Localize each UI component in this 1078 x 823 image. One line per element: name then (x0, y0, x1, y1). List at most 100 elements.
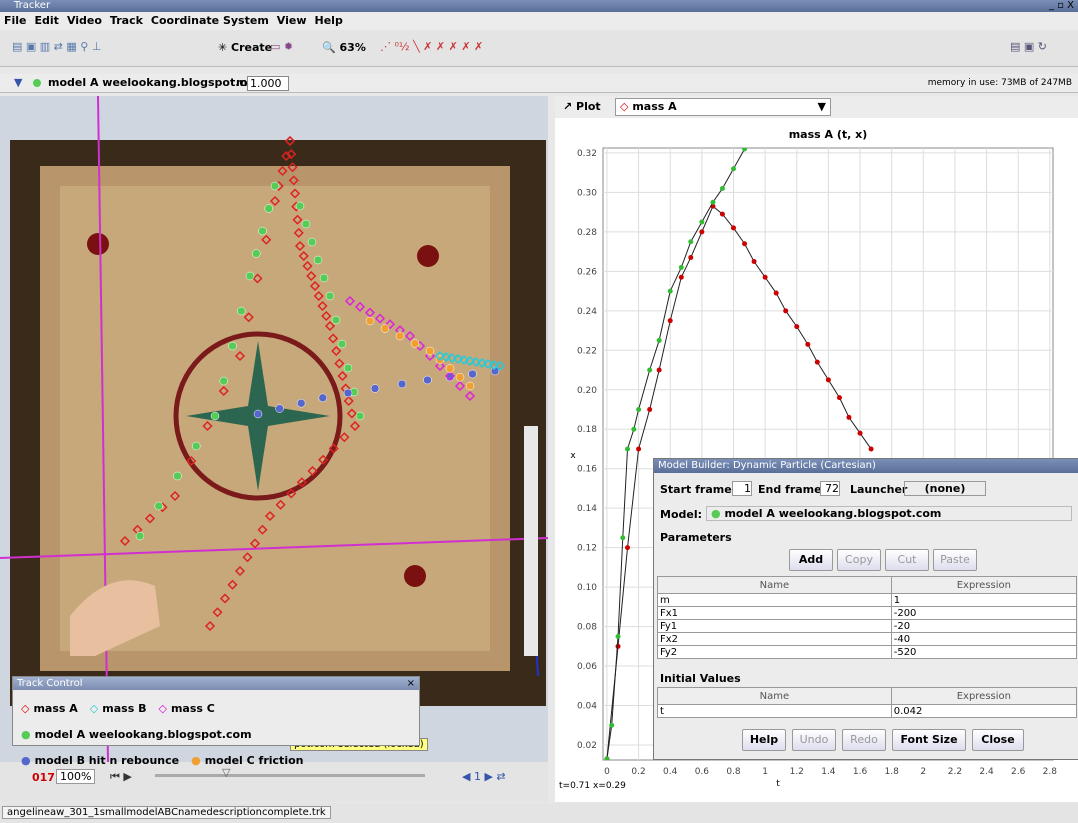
track-item[interactable]: ◇ mass A (21, 696, 78, 722)
parameter-button[interactable]: Cut (885, 549, 929, 571)
table-cell[interactable]: m (657, 593, 892, 607)
plot-track-select[interactable]: ◇ mass A ▼ (615, 98, 831, 116)
data-point (625, 446, 631, 452)
trail-marker (318, 454, 329, 465)
trail-marker (301, 219, 311, 229)
model-name[interactable]: ● model A weelookang.blogspot.com (706, 506, 1072, 521)
file-tab[interactable]: angelineaw_301_1smallmodelABCnamedescrip… (2, 806, 331, 819)
table-cell[interactable]: 0.042 (890, 704, 1078, 718)
trail-marker (289, 188, 301, 199)
track-item[interactable]: ◇ mass B (90, 696, 147, 722)
data-point (730, 166, 736, 172)
start-frame[interactable]: 1 (732, 481, 752, 496)
data-point (625, 545, 631, 551)
dialog-button[interactable]: Help (742, 729, 786, 751)
play-controls[interactable]: ⏮ ▶ (110, 770, 132, 783)
menu-item[interactable]: Help (314, 14, 343, 27)
trail-marker (293, 227, 304, 238)
x-tick-label: 1.2 (790, 767, 804, 777)
table-cell[interactable]: Fy2 (657, 645, 892, 659)
trail-marker (173, 471, 182, 481)
window-title: Tracker (14, 0, 51, 11)
trail-marker (328, 333, 339, 344)
panel-close[interactable]: × (406, 678, 415, 689)
y-tick-label: 0.12 (577, 544, 597, 554)
track-name[interactable]: model A weelookang.blogspot.com (48, 76, 265, 89)
data-point (742, 148, 748, 152)
toolbar-icons[interactable]: ▤ ▣ ▥ ⇄ ▦ ⚲ ⊥ (12, 40, 102, 53)
start-frame-label: Start frame (660, 483, 732, 496)
parameter-button[interactable]: Copy (837, 549, 881, 571)
toolbar-icons[interactable]: ▭ ✹ (270, 40, 294, 53)
create-button[interactable]: ✳ Create (218, 41, 273, 54)
trail-marker (454, 380, 466, 392)
trail-marker (440, 351, 452, 363)
track-item[interactable]: ● model A weelookang.blogspot.com (21, 722, 252, 748)
table-cell[interactable]: t (657, 704, 892, 718)
zoom-button[interactable]: 🔍 63% (322, 41, 366, 54)
parameter-button[interactable]: Paste (933, 549, 977, 571)
rate-field[interactable]: 100% (56, 769, 96, 784)
toolbar-icons[interactable]: ▤ ▣ ↻ (1010, 40, 1047, 53)
trail-marker (186, 455, 197, 467)
track-item[interactable]: ◇ mass C (158, 696, 214, 722)
track-item[interactable]: ● model B hit n rebounce (21, 748, 179, 774)
panel-title: Track Control × (13, 677, 419, 690)
toolbar-icons[interactable]: ⋰ ⁰½ ╲ ✗ ✗ ✗ ✗ ✗ (380, 40, 484, 53)
slider[interactable] (155, 774, 425, 777)
trail-marker (488, 359, 500, 371)
table-cell[interactable]: Fx2 (657, 632, 892, 646)
data-point (667, 318, 673, 324)
trail-marker (212, 607, 223, 618)
menu-item[interactable]: Edit (34, 14, 59, 27)
y-tick-label: 0.28 (577, 228, 597, 238)
window-controls[interactable]: _ ▫ X (1049, 0, 1074, 11)
trail-marker (292, 214, 303, 225)
table-cell[interactable]: -200 (890, 606, 1078, 620)
table-cell[interactable]: -20 (890, 619, 1078, 633)
menu-item[interactable]: View (276, 14, 307, 27)
track-menu[interactable]: ▼ (14, 76, 23, 89)
trail-marker (464, 355, 476, 367)
menu-item[interactable]: Coordinate System (150, 14, 269, 27)
slider-knob[interactable]: ▽ (222, 766, 231, 779)
menu-item[interactable]: Video (66, 14, 102, 27)
data-point (688, 239, 694, 245)
trail-marker (306, 270, 317, 282)
x-tick-label: 1 (762, 767, 768, 777)
table-cell[interactable]: -520 (890, 645, 1078, 659)
table-cell[interactable]: Fx1 (657, 606, 892, 620)
data-point (710, 199, 716, 205)
series-line (606, 205, 872, 759)
y-tick-label: 0.10 (577, 583, 597, 593)
launcher[interactable]: (none) (904, 481, 986, 496)
data-point (615, 643, 621, 649)
dialog-button[interactable]: Undo (792, 729, 836, 751)
trail-marker (455, 373, 465, 382)
menu-item[interactable]: File (4, 14, 27, 27)
data-point (699, 229, 705, 235)
trail-marker (434, 360, 446, 372)
dialog-button[interactable]: Font Size (892, 729, 966, 751)
dialog-button[interactable]: Redo (842, 729, 886, 751)
data-point (814, 359, 820, 365)
dialog-button[interactable]: Close (972, 729, 1024, 751)
table-cell[interactable]: -40 (890, 632, 1078, 646)
table-cell[interactable]: 1 (890, 593, 1078, 607)
data-point (846, 414, 852, 420)
track-item[interactable]: ● model C friction (191, 748, 303, 774)
column-header: Name (657, 576, 892, 594)
menu-item[interactable]: Track (109, 14, 143, 27)
initial-title: Initial Values (660, 672, 741, 685)
plot-button[interactable]: ↗ Plot (563, 100, 601, 113)
end-frame[interactable]: 72 (820, 481, 840, 496)
parameter-button[interactable]: Add (789, 549, 833, 571)
data-point (794, 324, 800, 330)
step-controls[interactable]: ◀ 1 ▶ ⇄ (462, 770, 506, 783)
model-builder-dialog: Model Builder: Dynamic Particle (Cartesi… (653, 458, 1078, 760)
trail-marker (252, 249, 261, 258)
table-cell[interactable]: Fy1 (657, 619, 892, 633)
y-tick-label: 0.06 (577, 662, 597, 672)
mass-field[interactable]: 1.000 (247, 76, 289, 91)
